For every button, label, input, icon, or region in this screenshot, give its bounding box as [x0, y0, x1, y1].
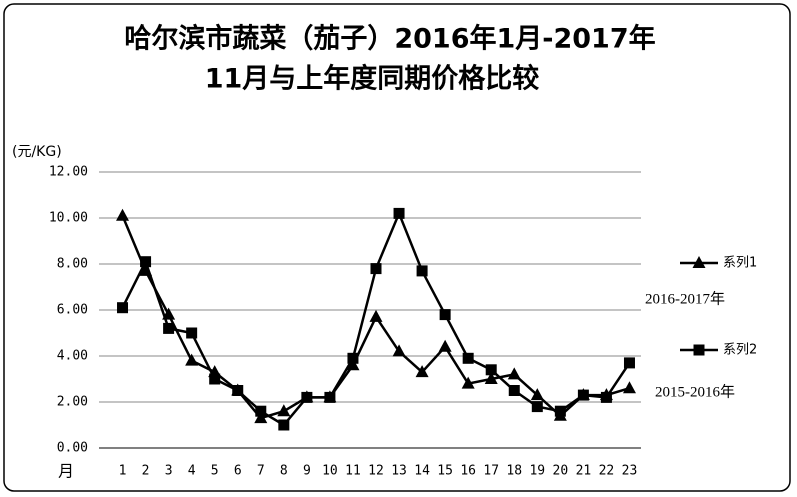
- square-marker: [393, 207, 405, 219]
- x-tick-label: 7: [257, 464, 265, 479]
- x-tick-label: 6: [234, 464, 242, 479]
- x-tick-label: 3: [165, 464, 173, 479]
- square-marker: [301, 391, 313, 403]
- square-marker: [416, 265, 428, 277]
- x-tick-label: 20: [553, 464, 569, 479]
- triangle-marker: [277, 404, 291, 417]
- legend-label: 系列2: [723, 343, 757, 358]
- square-marker: [462, 352, 474, 364]
- x-tick-label: 23: [622, 464, 638, 479]
- triangle-marker: [415, 365, 429, 378]
- x-tick-label: 12: [368, 464, 384, 479]
- y-tick-label: 8.00: [57, 257, 88, 272]
- x-tick-label: 10: [322, 464, 338, 479]
- x-tick-label: 5: [211, 464, 219, 479]
- y-tick-label: 6.00: [57, 303, 88, 318]
- y-tick-label: 12.00: [49, 165, 88, 180]
- triangle-marker: [622, 381, 636, 394]
- y-tick-label: 4.00: [57, 349, 88, 364]
- y-tick-label: 2.00: [57, 395, 88, 410]
- square-marker: [163, 322, 175, 334]
- y-tick-label: 0.00: [57, 441, 88, 456]
- square-marker: [577, 389, 589, 401]
- x-tick-label: 11: [345, 464, 361, 479]
- triangle-marker: [254, 411, 268, 424]
- square-marker: [209, 373, 221, 385]
- x-tick-label: 18: [506, 464, 522, 479]
- square-marker: [324, 391, 336, 403]
- legend-label: 系列1: [723, 256, 757, 271]
- triangle-marker: [507, 367, 521, 380]
- chart-title: 哈尔滨市蔬菜（茄子）2016年1月-2017年: [124, 23, 655, 55]
- legend-marker: [692, 256, 706, 268]
- square-marker: [232, 385, 244, 396]
- x-axis-label: 月: [58, 462, 74, 481]
- square-marker: [600, 391, 612, 403]
- triangle-marker: [369, 309, 383, 322]
- annotation: 2015-2016年: [655, 383, 735, 400]
- annotation: 2016-2017年: [645, 290, 725, 307]
- x-tick-label: 2: [142, 464, 150, 479]
- x-tick-label: 15: [437, 464, 453, 479]
- x-tick-label: 1: [119, 464, 127, 479]
- square-marker: [140, 256, 152, 268]
- x-tick-label: 13: [391, 464, 407, 479]
- square-marker: [623, 357, 635, 369]
- triangle-marker: [530, 388, 544, 401]
- legend-marker: [693, 344, 705, 356]
- chart-border: [3, 3, 791, 492]
- y-tick-label: 10.00: [49, 211, 88, 226]
- triangle-marker: [484, 372, 498, 384]
- x-tick-label: 16: [460, 464, 476, 479]
- y-axis-label: (元/KG): [12, 144, 62, 160]
- square-marker: [117, 302, 129, 314]
- x-tick-label: 8: [280, 464, 288, 479]
- triangle-marker: [116, 208, 130, 221]
- x-tick-label: 19: [529, 464, 545, 479]
- square-marker: [255, 405, 267, 417]
- square-marker: [439, 309, 451, 321]
- triangle-marker: [392, 344, 406, 357]
- square-marker: [554, 405, 566, 417]
- triangle-marker: [185, 353, 199, 366]
- x-tick-label: 9: [303, 464, 311, 479]
- triangle-marker: [461, 376, 475, 389]
- square-marker: [531, 401, 543, 413]
- x-tick-label: 4: [188, 464, 196, 479]
- triangle-marker: [346, 358, 360, 371]
- square-marker: [370, 263, 382, 275]
- square-marker: [508, 385, 520, 396]
- x-tick-label: 14: [414, 464, 430, 479]
- x-tick-label: 21: [576, 464, 592, 479]
- square-marker: [186, 327, 198, 339]
- chart-title: 11月与上年度同期价格比较: [205, 63, 540, 95]
- square-marker: [278, 419, 290, 431]
- x-tick-label: 17: [483, 464, 499, 479]
- square-marker: [347, 352, 359, 364]
- square-marker: [485, 364, 497, 376]
- x-tick-label: 22: [599, 464, 615, 479]
- triangle-marker: [438, 339, 452, 352]
